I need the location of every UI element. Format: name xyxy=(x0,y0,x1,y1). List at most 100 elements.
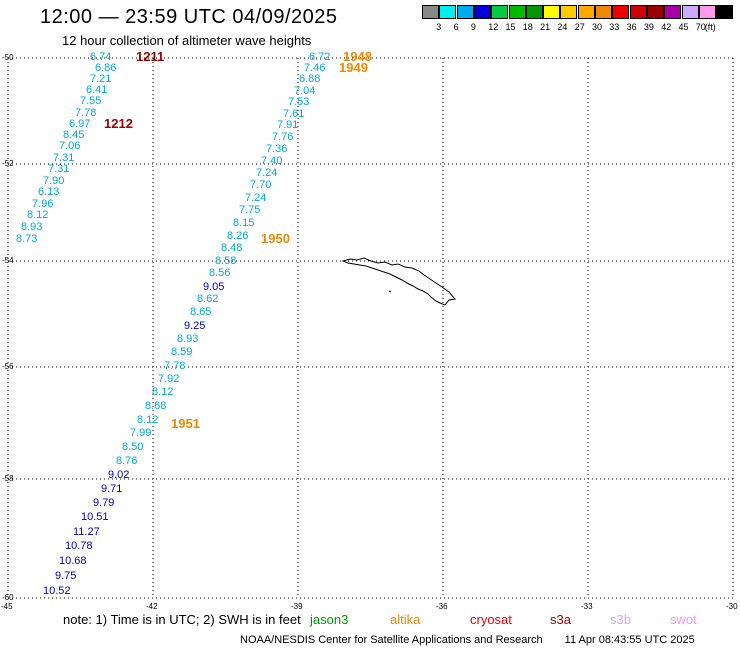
satellite-legend-item: cryosat xyxy=(470,612,512,627)
colorbar-swatch xyxy=(646,5,664,19)
longitude-label: -42 xyxy=(146,602,158,611)
wave-height-value: 7.70 xyxy=(250,179,272,191)
hour-marker: 1951 xyxy=(171,416,200,431)
colorbar-label: 70 xyxy=(695,22,706,32)
latitude-label: -54 xyxy=(2,256,14,265)
colorbar-label: 36 xyxy=(626,22,637,32)
colorbar-swatch xyxy=(612,5,630,19)
latitude-label: -56 xyxy=(2,362,14,371)
wave-height-value: 9.71 xyxy=(101,483,123,495)
wave-height-value: 10.68 xyxy=(59,555,87,567)
wave-height-value: 7.06 xyxy=(59,140,81,152)
wave-height-value: 8.76 xyxy=(116,455,138,467)
colorbar-swatch xyxy=(716,5,734,19)
south-georgia-coastline xyxy=(341,257,456,306)
wave-height-value: 9.05 xyxy=(203,281,225,293)
wave-height-value: 8.58 xyxy=(215,255,237,267)
satellite-legend-item: s3b xyxy=(610,612,631,627)
graticule xyxy=(7,57,734,599)
colorbar-swatch xyxy=(456,5,474,19)
wave-height-value: 8.68 xyxy=(145,400,167,412)
wave-height-value: 7.31 xyxy=(48,163,70,175)
colorbar-label: 15 xyxy=(505,22,516,32)
wave-height-value: 7.24 xyxy=(245,192,267,204)
wave-height-value: 7.61 xyxy=(283,108,305,120)
wave-height-value: 7.21 xyxy=(90,73,112,85)
latitude-label: -58 xyxy=(2,474,14,483)
wave-height-value: 8.93 xyxy=(21,221,43,233)
satellite-legend-item: swot xyxy=(670,612,697,627)
wave-height-value: 7.78 xyxy=(164,360,186,372)
wave-height-value: 7.99 xyxy=(130,427,152,439)
wave-height-value: 8.26 xyxy=(227,230,249,242)
colorbar-label: 33 xyxy=(609,22,620,32)
wave-height-value: 8.45 xyxy=(63,129,85,141)
wave-height-value: 7.92 xyxy=(158,373,180,385)
wave-height-value: 8.12 xyxy=(137,414,159,426)
wave-height-value: 9.25 xyxy=(184,320,206,332)
wave-height-value: 7.24 xyxy=(256,167,278,179)
wave-height-value: 10.78 xyxy=(65,540,93,552)
colorbar-swatch xyxy=(525,5,543,19)
wave-height-value: 7.96 xyxy=(32,198,54,210)
wave-height-value: 6.86 xyxy=(95,62,117,74)
wave-height-value: 10.51 xyxy=(81,511,109,523)
hour-marker: 1212 xyxy=(104,116,133,131)
colorbar-label: 21 xyxy=(540,22,551,32)
colorbar-swatch xyxy=(577,5,595,19)
colorbar-label: 45 xyxy=(678,22,689,32)
latitude-label: -50 xyxy=(2,53,14,62)
wave-height-value: 6.88 xyxy=(299,73,321,85)
coastline-islet xyxy=(388,290,392,293)
colorbar-label: 39 xyxy=(643,22,654,32)
wave-height-value: 7.31 xyxy=(53,152,75,164)
wave-height-value: 6.97 xyxy=(69,118,91,130)
wave-height-value: 7.55 xyxy=(80,95,102,107)
wave-height-value: 8.56 xyxy=(209,267,231,279)
wave-height-value: 7.04 xyxy=(294,85,316,97)
wave-height-value: 8.59 xyxy=(171,346,193,358)
wave-height-value: 7.76 xyxy=(272,131,294,143)
wave-height-value: 8.50 xyxy=(122,441,144,453)
wave-height-value: 8.12 xyxy=(27,209,49,221)
colorbar-swatch xyxy=(698,5,716,19)
wave-height-value: 7.91 xyxy=(277,119,299,131)
hour-marker: 1949 xyxy=(339,60,368,75)
colorbar-swatch xyxy=(473,5,491,19)
colorbar-label: 18 xyxy=(522,22,533,32)
footnote: note: 1) Time is in UTC; 2) SWH is in fe… xyxy=(63,612,301,627)
satellite-legend-item: s3a xyxy=(550,612,571,627)
satellite-legend-item: jason3 xyxy=(310,612,349,627)
wave-height-value: 8.12 xyxy=(152,386,174,398)
colorbar-swatch xyxy=(422,5,439,19)
credits-timestamp: 11 Apr 08:43:55 UTC 2025 xyxy=(564,634,695,646)
wave-height-value: 6.74 xyxy=(90,51,112,63)
colorbar-swatch xyxy=(629,5,647,19)
wave-height-value: 7.78 xyxy=(75,107,97,119)
wave-height-value: 7.53 xyxy=(288,96,310,108)
longitude-label: -33 xyxy=(581,602,593,611)
colorbar-label: 6 xyxy=(453,22,459,32)
wave-height-value: 8.15 xyxy=(233,217,255,229)
wave-height-value: 8.48 xyxy=(221,242,243,254)
colorbar-label: 42 xyxy=(661,22,672,32)
wave-height-value: 8.62 xyxy=(197,293,219,305)
wave-height-value: 9.79 xyxy=(93,497,115,509)
hour-marker: 1950 xyxy=(261,231,290,246)
wave-height-value: 9.02 xyxy=(108,469,130,481)
longitude-label: -30 xyxy=(726,602,738,611)
colorbar-swatch xyxy=(439,5,457,19)
colorbar-swatch xyxy=(595,5,612,19)
wave-height-value: 9.75 xyxy=(55,570,77,582)
latitude-label: -60 xyxy=(2,593,14,602)
hour-marker: 1211 xyxy=(136,49,165,64)
longitude-label: -45 xyxy=(1,602,13,611)
colorbar-label: 30 xyxy=(592,22,603,32)
satellite-legend-item: altika xyxy=(390,612,421,627)
wave-height-value: 8.73 xyxy=(16,233,38,245)
colorbar-unit: (ft) xyxy=(704,22,716,32)
colorbar-swatch xyxy=(664,5,682,19)
wave-height-value: 10.52 xyxy=(43,585,71,597)
longitude-label: -36 xyxy=(436,602,448,611)
